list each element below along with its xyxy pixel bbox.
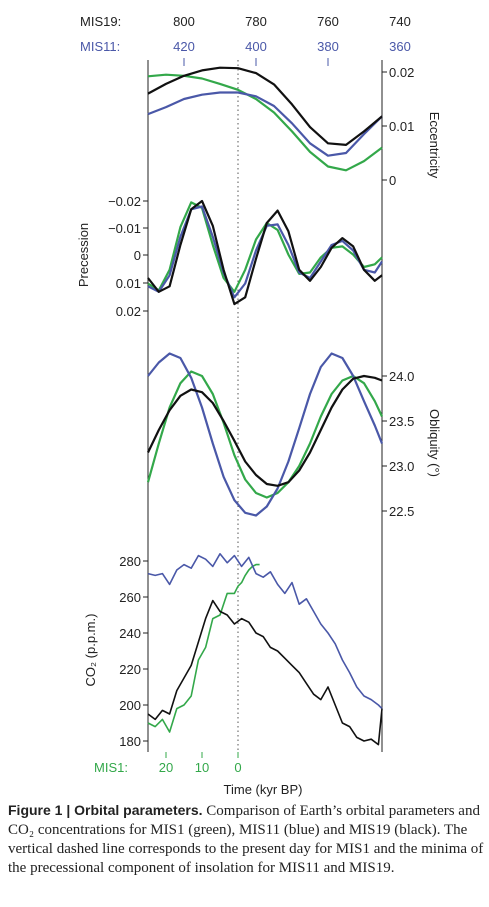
series-line-mis1 <box>147 73 383 172</box>
y-tick-label: 0 <box>389 173 396 188</box>
caption-text: Comparison of Earth’s orbital parameters… <box>8 803 484 876</box>
y-tick-label: 220 <box>119 662 141 677</box>
y-axis-title: Eccentricity <box>427 112 442 179</box>
y-tick-label: 180 <box>119 734 141 749</box>
series-line-mis1 <box>147 201 383 293</box>
y-tick-label: 280 <box>119 554 141 569</box>
series-line-mis1 <box>146 370 383 499</box>
mis19-tick-label: 760 <box>317 14 339 29</box>
series-line-mis11 <box>147 352 384 517</box>
y-tick-label: 23.0 <box>389 459 414 474</box>
y-tick-label: 0.02 <box>116 304 141 319</box>
mis11-tick-label: 380 <box>317 39 339 54</box>
mis19-tick-label: 740 <box>389 14 411 29</box>
y-tick-label: −0.01 <box>108 221 141 236</box>
mis19-axis-label: MIS19: <box>80 14 121 29</box>
figure-caption: Figure 1 | Orbital parameters. Compariso… <box>8 801 489 878</box>
y-tick-label: 22.5 <box>389 504 414 519</box>
x-axis-title: Time (kyr BP) <box>224 782 303 797</box>
y-tick-label: 0.01 <box>389 119 414 134</box>
mis11-tick-label: 400 <box>245 39 267 54</box>
y-tick-label: 0 <box>134 248 141 263</box>
series-line-mis19 <box>147 66 383 146</box>
y-axis-title: Obliquity (°) <box>427 409 442 477</box>
y-tick-label: 24.0 <box>389 369 414 384</box>
mis1-tick-label: 10 <box>195 760 209 775</box>
caption-title: Figure 1 | Orbital parameters. <box>8 802 203 818</box>
series-line-mis11 <box>147 553 383 710</box>
y-tick-label: 0.01 <box>116 276 141 291</box>
mis19-tick-label: 800 <box>173 14 195 29</box>
series-line-mis1 <box>147 563 260 733</box>
y-tick-label: −0.02 <box>108 194 141 209</box>
mis19-tick-label: 780 <box>245 14 267 29</box>
series-line-mis19 <box>147 599 383 746</box>
mis11-axis-label: MIS11: <box>80 39 120 54</box>
mis1-tick-label: 0 <box>234 760 241 775</box>
y-axis-title: CO₂ (p.p.m.) <box>83 614 98 687</box>
figure-chart: MIS19: MIS11: 800 420 780 400 760 380 740 360 0.02… <box>76 14 442 797</box>
y-tick-label: 240 <box>119 626 141 641</box>
mis11-tick-label: 360 <box>389 39 411 54</box>
y-tick-label: 260 <box>119 590 141 605</box>
y-tick-label: 23.5 <box>389 414 414 429</box>
series-line-mis11 <box>147 91 383 157</box>
y-tick-label: 200 <box>119 698 141 713</box>
y-axis-title: Precession <box>76 223 91 287</box>
series-line-mis19 <box>147 374 383 487</box>
y-tick-label: 0.02 <box>389 65 414 80</box>
mis1-axis-label: MIS1: <box>94 760 128 775</box>
mis1-tick-label: 20 <box>159 760 173 775</box>
series-line-mis19 <box>147 199 383 306</box>
mis11-tick-label: 420 <box>173 39 195 54</box>
